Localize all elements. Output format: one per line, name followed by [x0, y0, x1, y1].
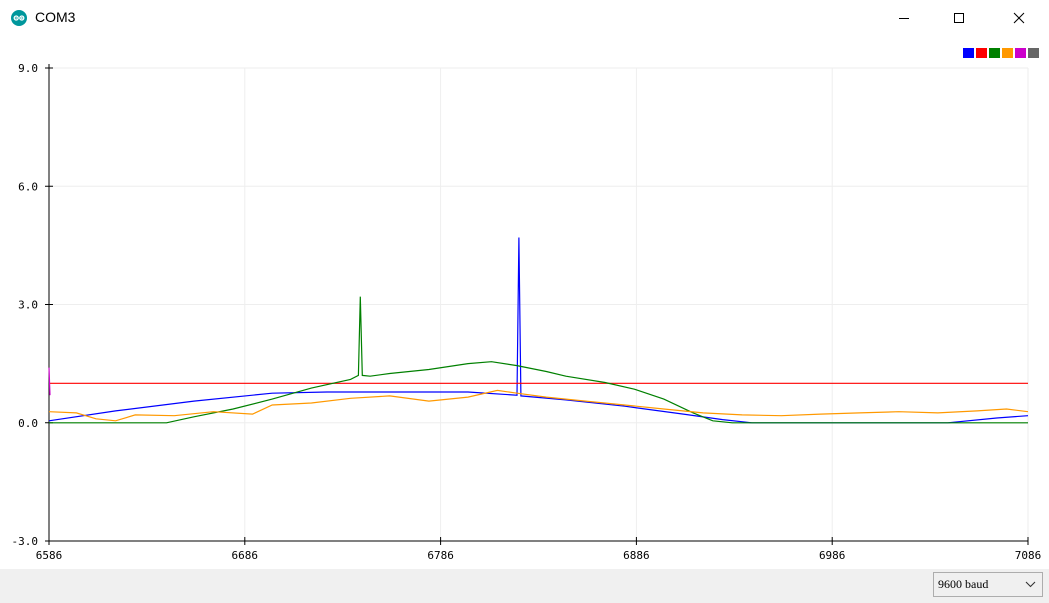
- x-tick-label: 6686: [232, 549, 259, 562]
- legend-swatch: [989, 48, 1000, 58]
- legend-swatch: [1028, 48, 1039, 58]
- title-bar: COM3: [0, 0, 1049, 36]
- close-icon: [1013, 12, 1025, 24]
- status-bar: [0, 569, 1049, 603]
- y-tick-label: 0.0: [18, 417, 38, 430]
- y-tick-label: 6.0: [18, 180, 38, 193]
- close-button[interactable]: [994, 0, 1044, 36]
- maximize-button[interactable]: [934, 0, 984, 36]
- arduino-logo-icon: [11, 10, 27, 26]
- baud-rate-value: 9600 baud: [938, 577, 989, 591]
- series-line: [48, 367, 51, 396]
- x-tick-label: 6586: [36, 549, 63, 562]
- y-tick-label: 9.0: [18, 62, 38, 75]
- y-tick-label: 3.0: [18, 299, 38, 312]
- x-tick-label: 6986: [819, 549, 846, 562]
- series-line: [48, 237, 1029, 424]
- chevron-down-icon: [1025, 581, 1036, 588]
- x-tick-label: 6886: [623, 549, 650, 562]
- series-line: [49, 296, 1028, 424]
- x-tick-label: 6786: [427, 549, 454, 562]
- y-tick-label: -3.0: [12, 535, 39, 548]
- legend-swatch: [963, 48, 974, 58]
- legend-swatch: [976, 48, 987, 58]
- baud-rate-select[interactable]: 9600 baud: [933, 572, 1043, 597]
- window-title: COM3: [35, 9, 76, 25]
- series-line: [48, 389, 1029, 422]
- legend-swatch: [1002, 48, 1013, 58]
- minimize-icon: [899, 18, 909, 19]
- serial-plotter-canvas: 9.0 6.0 3.0 0.0 -3.0 6586 6686 6786 6886 6986 7086: [0, 36, 1049, 569]
- x-tick-label: 7086: [1015, 549, 1042, 562]
- legend-swatch: [1015, 48, 1026, 58]
- legend: [963, 48, 1039, 58]
- minimize-button[interactable]: [879, 0, 929, 36]
- maximize-icon: [954, 13, 964, 23]
